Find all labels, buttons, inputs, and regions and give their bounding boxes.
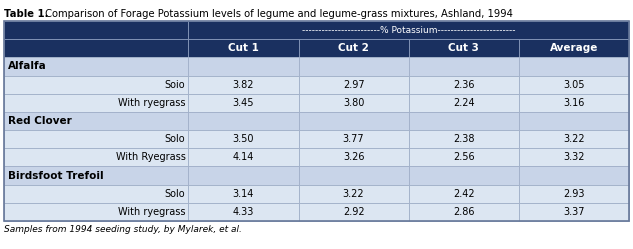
Bar <box>189 166 299 185</box>
Text: Average: Average <box>549 43 598 53</box>
Bar <box>409 112 519 130</box>
Text: Alfalfa: Alfalfa <box>8 62 47 71</box>
Text: 3.50: 3.50 <box>233 134 254 144</box>
Text: Table 1.: Table 1. <box>4 9 49 19</box>
Bar <box>409 203 519 221</box>
Bar <box>4 21 189 39</box>
Bar <box>299 94 409 112</box>
Text: 3.82: 3.82 <box>233 80 254 90</box>
Bar <box>4 39 189 57</box>
Text: 3.37: 3.37 <box>563 207 585 217</box>
Text: Red Clover: Red Clover <box>8 116 72 126</box>
Text: 2.24: 2.24 <box>453 98 475 108</box>
Bar <box>4 166 189 185</box>
Text: 3.45: 3.45 <box>233 98 254 108</box>
Bar <box>189 148 299 166</box>
Bar <box>519 130 629 148</box>
Bar <box>519 203 629 221</box>
Text: With Ryegrass: With Ryegrass <box>115 152 185 162</box>
Bar <box>189 130 299 148</box>
Text: 2.93: 2.93 <box>563 189 585 199</box>
Text: 2.36: 2.36 <box>453 80 475 90</box>
Bar <box>4 57 189 75</box>
Text: 3.32: 3.32 <box>563 152 585 162</box>
Text: 3.05: 3.05 <box>563 80 585 90</box>
Bar <box>299 203 409 221</box>
Bar <box>189 75 299 94</box>
Bar <box>299 185 409 203</box>
Bar <box>189 112 299 130</box>
Bar <box>519 166 629 185</box>
Bar <box>519 94 629 112</box>
Text: 3.22: 3.22 <box>343 189 365 199</box>
Bar <box>299 75 409 94</box>
Text: Soio: Soio <box>165 80 185 90</box>
Bar <box>409 57 519 75</box>
Text: With ryegrass: With ryegrass <box>118 98 185 108</box>
Bar <box>189 185 299 203</box>
Bar <box>409 75 519 94</box>
Text: Cut 3: Cut 3 <box>448 43 479 53</box>
Bar <box>409 185 519 203</box>
Bar <box>4 94 189 112</box>
Text: 2.38: 2.38 <box>453 134 475 144</box>
Text: 2.92: 2.92 <box>343 207 365 217</box>
Bar <box>409 166 519 185</box>
Bar <box>519 75 629 94</box>
Bar <box>299 130 409 148</box>
Text: With ryegrass: With ryegrass <box>118 207 185 217</box>
Text: 3.80: 3.80 <box>343 98 365 108</box>
Bar <box>299 166 409 185</box>
Text: 3.22: 3.22 <box>563 134 585 144</box>
Bar <box>189 57 299 75</box>
Bar <box>299 39 409 57</box>
Text: 2.42: 2.42 <box>453 189 475 199</box>
Bar <box>189 203 299 221</box>
Bar <box>299 112 409 130</box>
Text: 4.33: 4.33 <box>233 207 254 217</box>
Bar <box>519 57 629 75</box>
Text: 3.14: 3.14 <box>233 189 254 199</box>
Text: 3.77: 3.77 <box>343 134 365 144</box>
Text: Solo: Solo <box>165 134 185 144</box>
Bar <box>4 148 189 166</box>
Text: Birdsfoot Trefoil: Birdsfoot Trefoil <box>8 171 104 181</box>
Bar <box>519 185 629 203</box>
Text: Solo: Solo <box>165 189 185 199</box>
Text: Cut 1: Cut 1 <box>228 43 259 53</box>
Bar <box>519 112 629 130</box>
Text: 4.14: 4.14 <box>233 152 254 162</box>
Text: ------------------------% Potassium------------------------: ------------------------% Potassium-----… <box>302 26 515 35</box>
Bar <box>409 39 519 57</box>
Bar <box>519 148 629 166</box>
Text: Samples from 1994 seeding study, by Mylarek, et al.: Samples from 1994 seeding study, by Myla… <box>4 225 242 234</box>
Text: 2.56: 2.56 <box>453 152 475 162</box>
Bar <box>299 148 409 166</box>
Text: 2.97: 2.97 <box>343 80 365 90</box>
Bar <box>4 185 189 203</box>
Text: 2.86: 2.86 <box>453 207 475 217</box>
Bar <box>4 130 189 148</box>
Text: Comparison of Forage Potassium levels of legume and legume-grass mixtures, Ashla: Comparison of Forage Potassium levels of… <box>42 9 513 19</box>
Bar <box>189 94 299 112</box>
Bar <box>409 94 519 112</box>
Text: 3.16: 3.16 <box>563 98 585 108</box>
Bar <box>4 203 189 221</box>
Bar <box>409 130 519 148</box>
Bar <box>189 21 629 39</box>
Bar <box>299 57 409 75</box>
Bar <box>519 39 629 57</box>
Bar <box>409 148 519 166</box>
Text: 3.26: 3.26 <box>343 152 365 162</box>
Bar <box>4 112 189 130</box>
Bar <box>4 21 629 221</box>
Bar <box>189 39 299 57</box>
Text: Cut 2: Cut 2 <box>338 43 369 53</box>
Bar <box>4 75 189 94</box>
